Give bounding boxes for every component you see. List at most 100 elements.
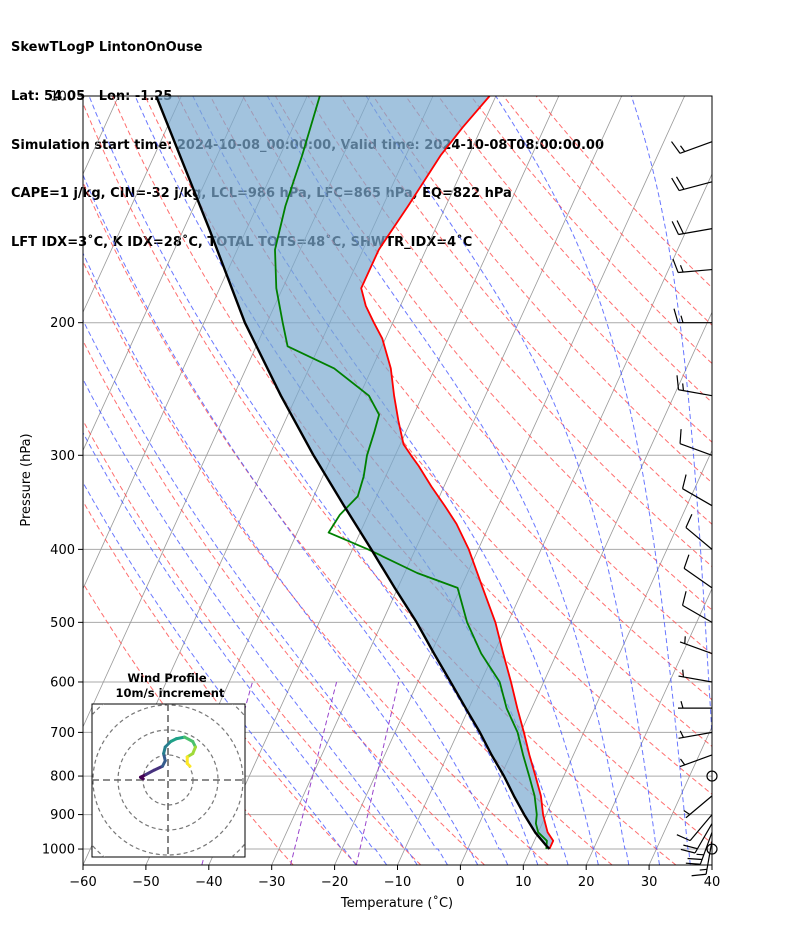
- moist-adiabat-line: [88, 96, 539, 865]
- isotherm-line: [522, 449, 712, 865]
- x-tick-label: −50: [132, 875, 159, 890]
- wind-barb: [685, 832, 713, 865]
- moist-adiabat-line: [83, 431, 388, 865]
- mixing-ratio-line: [355, 681, 400, 865]
- barb-flag: [679, 429, 682, 444]
- barb-half-flag: [679, 758, 686, 766]
- barb-half-flag: [680, 700, 684, 709]
- moist-adiabat-line: [266, 96, 630, 865]
- barb-shaft: [705, 840, 713, 875]
- x-tick-label: 10: [515, 875, 532, 890]
- barb-half-flag: [680, 315, 684, 323]
- calm-wind-circle: [706, 770, 718, 782]
- x-axis-label: Temperature (˚C): [340, 895, 453, 911]
- barb-shaft: [682, 488, 713, 507]
- barb-flag: [671, 177, 680, 191]
- x-tick-label: −60: [69, 875, 96, 890]
- barb-flag: [683, 844, 698, 850]
- x-tick-label: 30: [641, 875, 658, 890]
- dry-adiabat-line: [503, 96, 712, 326]
- barb-flag: [681, 474, 687, 489]
- dry-adiabat-line: [83, 339, 485, 865]
- isotherm-line: [83, 96, 182, 314]
- isotherm-line: [648, 725, 712, 865]
- wind-barb: [679, 754, 713, 768]
- barb-shaft: [678, 228, 713, 236]
- moist-adiabat-line: [83, 319, 448, 865]
- y-tick-label: 400: [50, 543, 75, 558]
- hodograph-segment: [152, 764, 164, 772]
- dry-adiabat-line: [372, 96, 712, 484]
- cape-fill-polygon: [156, 96, 554, 849]
- barb-shaft: [679, 141, 713, 154]
- isotherm-line: [775, 96, 794, 865]
- dry-adiabat-line: [307, 96, 712, 568]
- inset-subtitle: 10m/s increment: [116, 686, 225, 700]
- barb-half-flag: [696, 853, 704, 856]
- dry-adiabat-line: [242, 96, 712, 655]
- mixing-ratio-line: [290, 681, 338, 865]
- wind-barb: [678, 700, 712, 709]
- wind-barb: [683, 554, 713, 589]
- barb-flag: [676, 375, 680, 390]
- hodograph-segment: [144, 768, 156, 776]
- dry-adiabat-line: [83, 419, 422, 865]
- cape-fill-area: [156, 96, 554, 849]
- isotherm-line: [585, 587, 712, 865]
- isotherm-line: [271, 96, 623, 865]
- barb-shaft: [679, 443, 713, 456]
- y-axis-label: Pressure (hPa): [19, 433, 34, 526]
- moist-adiabat-line: [83, 252, 479, 865]
- wind-barb: [673, 308, 712, 324]
- barb-shaft: [678, 675, 713, 683]
- barb-shaft: [678, 731, 713, 739]
- x-tick-label: −20: [321, 875, 348, 890]
- barb-shaft: [678, 268, 713, 274]
- x-tick-label: −30: [258, 875, 285, 890]
- axes-layer: −60 −50 −40 −30 −20 −10 0 10 20 30 40 100 200 300 400 5…: [42, 90, 720, 891]
- wind-barb: [678, 730, 713, 739]
- y-tick-label: 900: [50, 808, 75, 823]
- wind-barb: [678, 669, 713, 683]
- temperature-profile-line: [360, 96, 555, 850]
- x-tick-label: 40: [704, 875, 721, 890]
- dry-adiabat-line: [535, 96, 712, 289]
- barb-flag: [680, 848, 696, 854]
- wind-barb: [676, 375, 713, 397]
- barb-flag: [687, 857, 703, 861]
- isotherm-line: [397, 173, 712, 865]
- wind-barb: [680, 823, 713, 854]
- isotherm-line: [711, 864, 712, 865]
- dry-adiabat-line: [274, 96, 712, 611]
- y-tick-label: 200: [50, 316, 75, 331]
- y-tick-label: 700: [50, 726, 75, 741]
- barb-shaft: [682, 604, 713, 623]
- wind-barb: [672, 258, 713, 274]
- hodograph-segment: [185, 762, 192, 768]
- wind-barb: [679, 636, 713, 655]
- dry-adiabat-line: [405, 96, 712, 443]
- barb-flag: [681, 591, 687, 606]
- y-tick-label: 500: [50, 616, 75, 631]
- parcel-profile-line: [155, 96, 551, 850]
- wind-barb: [685, 513, 713, 550]
- barb-half-flag: [683, 809, 691, 816]
- dry-adiabat-line: [83, 582, 294, 865]
- barb-flag: [691, 873, 707, 877]
- barb-shaft: [679, 641, 713, 655]
- wind-barb: [681, 474, 713, 507]
- wind-barb: [679, 429, 713, 456]
- barb-shaft: [689, 814, 713, 842]
- inset-plot: [92, 704, 245, 857]
- moist-adiabat-line: [83, 378, 418, 865]
- barb-half-flag: [699, 868, 708, 871]
- y-tick-label: 600: [50, 675, 75, 690]
- barb-half-flag: [682, 669, 685, 678]
- wind-barb: [683, 795, 713, 819]
- wind-barb: [681, 591, 713, 623]
- dry-adiabat-line: [83, 181, 613, 865]
- moist-adiabat-line: [83, 481, 357, 865]
- x-tick-label: 20: [578, 875, 595, 890]
- inset-title: Wind Profile: [127, 671, 207, 685]
- y-tick-label: 100: [50, 90, 75, 105]
